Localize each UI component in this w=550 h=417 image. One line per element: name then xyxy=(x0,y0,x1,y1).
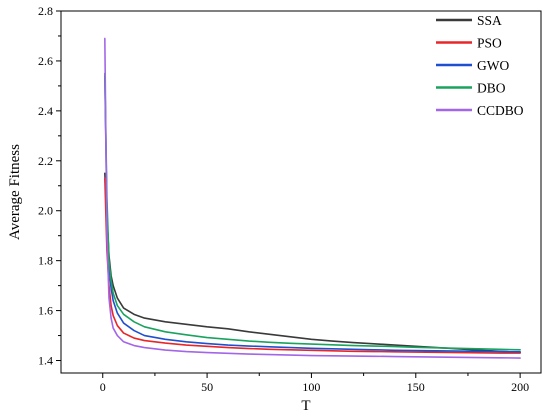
x-tick-label: 0 xyxy=(100,380,106,394)
legend-label-ccdbo: CCDBO xyxy=(477,103,524,118)
series-line-gwo xyxy=(104,75,521,353)
y-tick-label: 1.6 xyxy=(38,304,53,318)
series-line-ssa xyxy=(104,172,521,354)
x-tick-label: 100 xyxy=(302,380,320,394)
y-tick-label: 2.6 xyxy=(38,54,53,68)
y-tick-label: 2.0 xyxy=(38,204,53,218)
legend-label-dbo: DBO xyxy=(477,81,506,96)
legend-label-pso: PSO xyxy=(477,36,502,51)
series-layer xyxy=(104,37,521,359)
y-axis-title: Average Fitness xyxy=(7,144,23,240)
series-line-pso xyxy=(104,177,521,354)
y-tick-label: 1.8 xyxy=(38,254,53,268)
x-tick-label: 50 xyxy=(201,380,213,394)
y-tick-label: 2.4 xyxy=(38,104,53,118)
x-axis-title: T xyxy=(301,398,310,414)
legend: SSA PSO GWO DBO CCDBO xyxy=(436,13,524,118)
y-tick-label: 2.8 xyxy=(38,4,53,18)
series-line-dbo xyxy=(104,72,521,351)
y-tick-label: 1.4 xyxy=(38,354,53,368)
y-tick-label: 2.2 xyxy=(38,154,53,168)
legend-label-ssa: SSA xyxy=(477,13,502,28)
x-tick-label: 150 xyxy=(407,380,425,394)
legend-label-gwo: GWO xyxy=(477,58,509,73)
x-tick-label: 200 xyxy=(511,380,529,394)
plot-frame xyxy=(60,10,542,374)
series-line-ccdbo xyxy=(104,37,521,359)
axes-layer: 0 50 100 150 200 1.4 1.6 1.8 2.0 2.2 2.4 2.6 2.8 xyxy=(38,4,542,394)
